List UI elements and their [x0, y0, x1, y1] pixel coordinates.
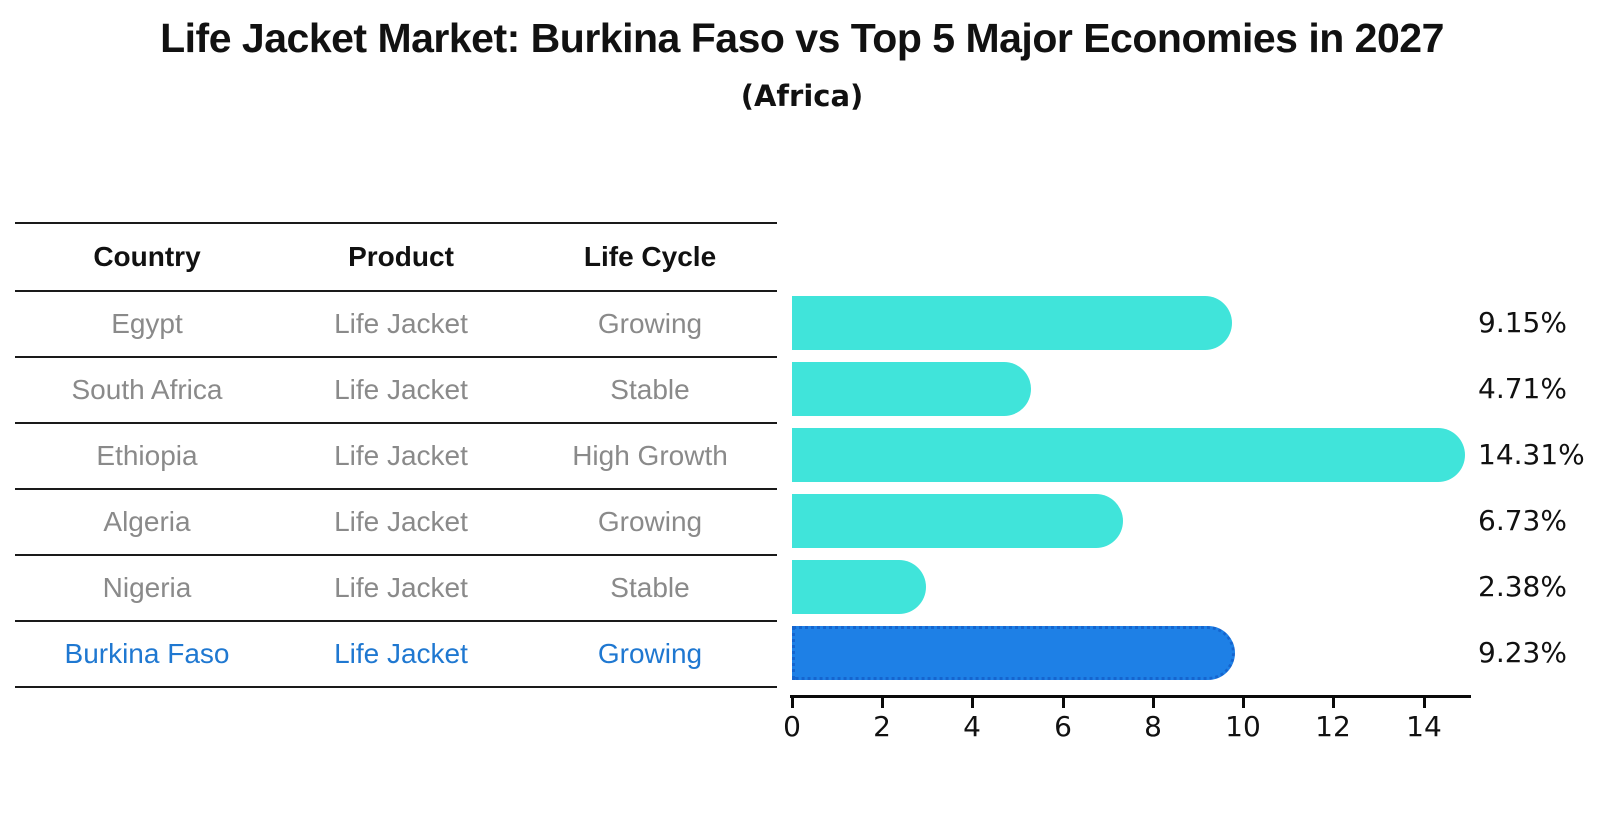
- x-axis-tick: [1423, 698, 1426, 708]
- x-axis-tick: [1242, 698, 1245, 708]
- column-header-life-cycle: Life Cycle: [583, 241, 717, 272]
- table-cell-product: Life Jacket: [334, 506, 468, 537]
- x-axis-tick-label: 8: [1144, 710, 1162, 743]
- bar-algeria: [792, 494, 1123, 548]
- table-body: Egypt Life Jacket Growing South Africa Life …: [15, 292, 777, 688]
- table-row-south-africa: South Africa Life Jacket Stable: [15, 358, 777, 424]
- table-cell-product: Life Jacket: [334, 572, 468, 603]
- x-axis-tick-label: 4: [963, 710, 981, 743]
- x-axis-tick-label: 0: [783, 710, 801, 743]
- table-cell-life-cycle: Growing: [597, 638, 703, 669]
- table-cell-life-cycle: Growing: [597, 506, 703, 537]
- chart-subtitle: (Africa): [740, 79, 864, 113]
- table-header-row: Country Product Life Cycle: [15, 224, 777, 292]
- x-axis-tick: [1332, 698, 1335, 708]
- table-row-burkina-faso: Burkina Faso Life Jacket Growing: [15, 622, 777, 688]
- chart-title: Life Jacket Market: Burkina Faso vs Top …: [160, 15, 1444, 61]
- x-axis-tick-label: 2: [873, 710, 891, 743]
- table-cell-country: Nigeria: [102, 572, 192, 603]
- x-axis-tick: [1152, 698, 1155, 708]
- table-cell-life-cycle: Stable: [610, 572, 690, 603]
- x-axis-tick-label: 6: [1054, 710, 1072, 743]
- x-axis-tick: [791, 698, 794, 708]
- bar-south-africa: [792, 362, 1031, 416]
- bar-value-label: 9.15%: [1478, 306, 1567, 339]
- bar-ethiopia: [792, 428, 1465, 482]
- table-cell-country: Egypt: [111, 308, 183, 339]
- country-table: Country Product Life Cycle Egypt Life Jac…: [15, 222, 777, 688]
- bar-value-label: 9.23%: [1478, 636, 1567, 669]
- table-cell-life-cycle: Stable: [610, 374, 690, 405]
- table-cell-product: Life Jacket: [334, 374, 468, 405]
- bar-value-label: 2.38%: [1478, 570, 1567, 603]
- table-row-egypt: Egypt Life Jacket Growing: [15, 292, 777, 358]
- x-axis-tick-label: 12: [1315, 710, 1351, 743]
- table-row-ethiopia: Ethiopia Life Jacket High Growth: [15, 424, 777, 490]
- table-cell-life-cycle: High Growth: [572, 440, 728, 471]
- bar-burkina-faso: [792, 626, 1235, 680]
- table-cell-country: Algeria: [103, 506, 191, 537]
- x-axis-tick: [881, 698, 884, 708]
- bar-egypt: [792, 296, 1232, 350]
- column-header-country: Country: [93, 241, 201, 272]
- table-cell-product: Life Jacket: [334, 440, 468, 471]
- x-axis-line: [790, 695, 1471, 698]
- table-row-algeria: Algeria Life Jacket Growing: [15, 490, 777, 556]
- bar-value-label: 6.73%: [1478, 504, 1567, 537]
- table-cell-life-cycle: Growing: [597, 308, 703, 339]
- bar-value-label: 14.31%: [1478, 438, 1585, 471]
- table-cell-country: Burkina Faso: [64, 638, 230, 669]
- table-cell-product: Life Jacket: [334, 308, 468, 339]
- table-cell-country: South Africa: [71, 374, 223, 405]
- table-cell-country: Ethiopia: [96, 440, 198, 471]
- x-axis-tick-label: 14: [1406, 710, 1442, 743]
- bar-nigeria: [792, 560, 926, 614]
- table-row-nigeria: Nigeria Life Jacket Stable: [15, 556, 777, 622]
- x-axis-tick: [971, 698, 974, 708]
- x-axis-tick-label: 10: [1225, 710, 1261, 743]
- bar-value-label: 4.71%: [1478, 372, 1567, 405]
- column-header-product: Product: [348, 241, 454, 272]
- table-cell-product: Life Jacket: [334, 638, 468, 669]
- x-axis-tick: [1062, 698, 1065, 708]
